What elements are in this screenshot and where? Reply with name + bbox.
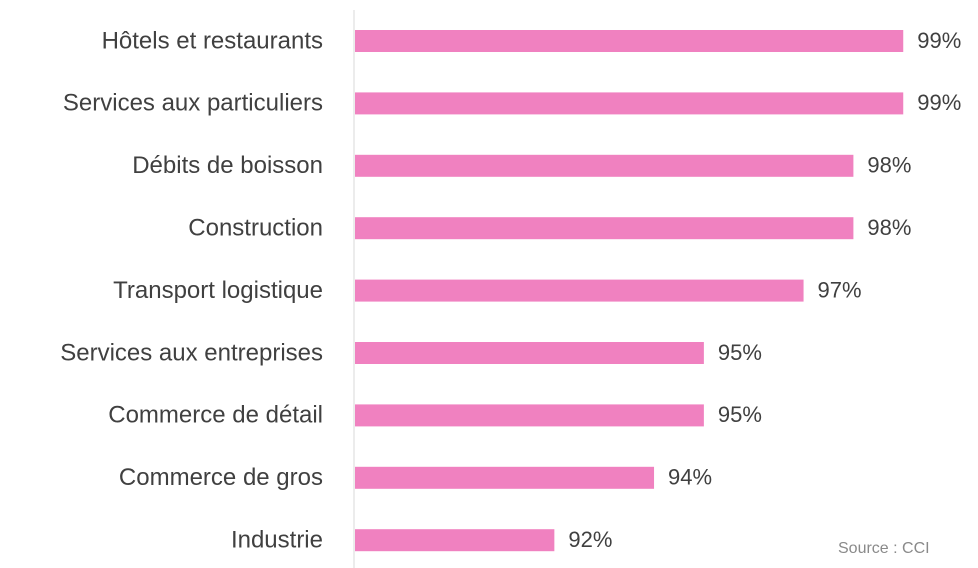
value-label: 97%: [818, 277, 862, 302]
bar: [355, 92, 904, 115]
category-label: Transport logistique: [113, 277, 323, 304]
category-label: Débits de boisson: [132, 152, 323, 179]
bar: [355, 466, 655, 489]
value-label: 98%: [867, 153, 911, 178]
category-label: Commerce de gros: [119, 464, 323, 491]
value-label: 95%: [718, 340, 762, 365]
bar: [355, 217, 854, 240]
bar: [355, 342, 704, 364]
value-label: 98%: [867, 215, 911, 240]
category-label: Industrie: [231, 527, 323, 554]
bar: [355, 404, 704, 427]
bar: [355, 529, 555, 552]
source: Source : CCI: [838, 540, 930, 557]
category-label: Hôtels et restaurants: [102, 27, 323, 54]
value-label: 94%: [668, 465, 712, 490]
category-label: Services aux entreprises: [60, 339, 323, 366]
bar: [355, 30, 904, 52]
value-label: 95%: [718, 402, 762, 427]
bar: [355, 154, 854, 177]
category-label: Services aux particuliers: [63, 90, 323, 117]
value-label: 92%: [568, 527, 612, 552]
bar: [355, 279, 804, 302]
category-label: Construction: [188, 215, 323, 242]
value-label: 99%: [917, 90, 961, 115]
value-label: 99%: [917, 28, 961, 53]
category-label: Commerce de détail: [108, 402, 323, 429]
